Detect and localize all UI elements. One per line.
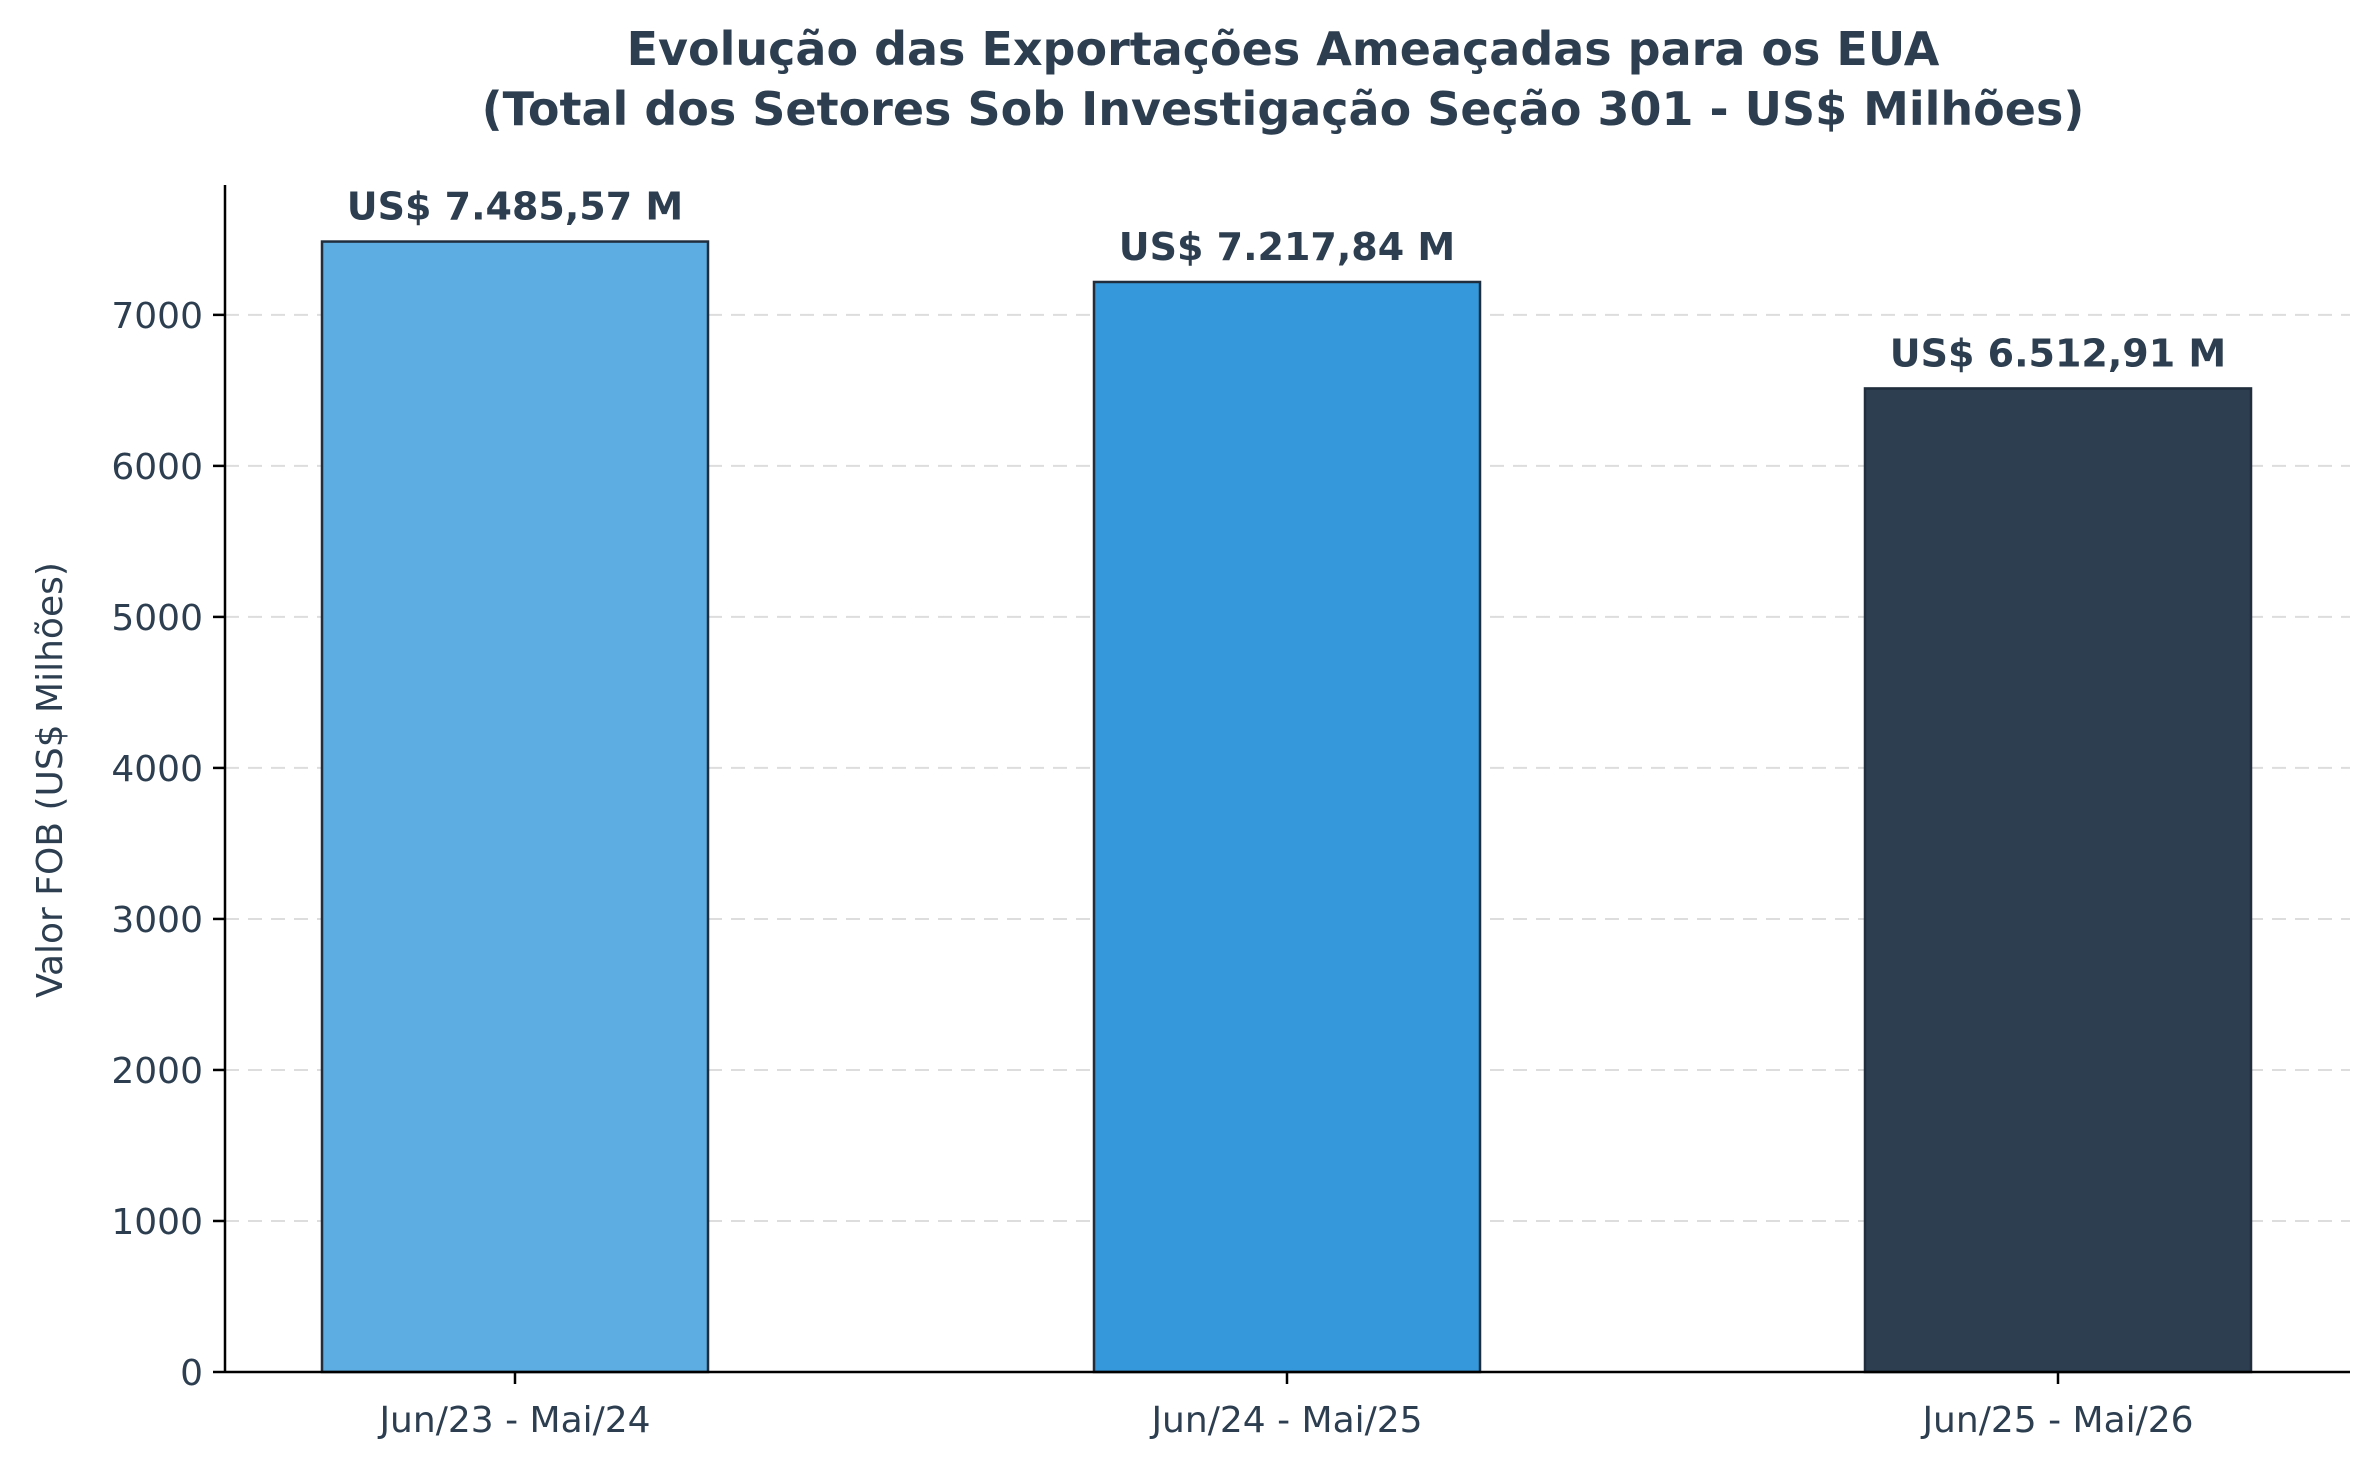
data-label-2: US$ 7.217,84 M [1119, 225, 1455, 269]
y-tick-label: 0 [180, 1353, 203, 1394]
bars [320, 240, 2253, 1374]
x-tick-label-3: Jun/25 - Mai/26 [1920, 1400, 2193, 1441]
bar-2 [1092, 280, 1482, 1374]
labels: 0 1000 2000 3000 4000 5000 6000 7000 US$ 7.485,5… [111, 185, 2226, 1441]
y-tick-label: 5000 [111, 598, 203, 639]
y-tick-label: 2000 [111, 1051, 203, 1092]
y-tick-label: 7000 [111, 296, 203, 337]
y-tick-label: 3000 [111, 900, 203, 941]
x-tick-label-1: Jun/23 - Mai/24 [377, 1400, 650, 1441]
axes [213, 185, 2350, 1384]
y-tick-label: 4000 [111, 749, 203, 790]
y-axis-label: Valor FOB (US$ Milhões) [30, 562, 71, 998]
data-label-3: US$ 6.512,91 M [1890, 331, 2226, 375]
y-tick-label: 6000 [111, 447, 203, 488]
y-tick-label: 1000 [111, 1202, 203, 1243]
chart-subtitle: (Total dos Setores Sob Investigação Seçã… [482, 82, 2085, 136]
bar-3 [1863, 387, 2253, 1374]
x-tick-label-2: Jun/24 - Mai/25 [1149, 1400, 1422, 1441]
data-label-1: US$ 7.485,57 M [347, 185, 683, 229]
bar-1 [320, 240, 710, 1374]
chart-title: Evolução das Exportações Ameaçadas para … [627, 22, 1940, 76]
